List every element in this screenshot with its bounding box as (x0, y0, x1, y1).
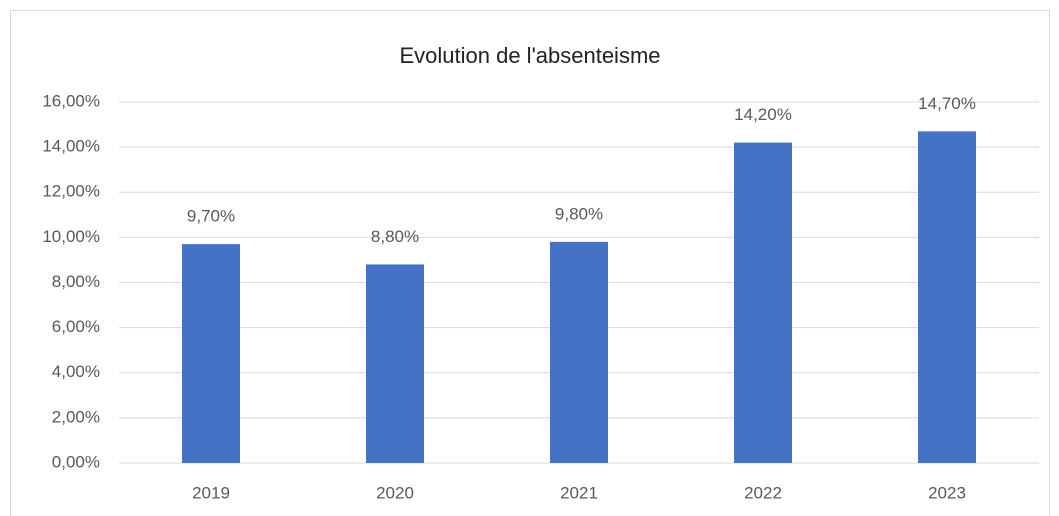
x-tick-label: 2023 (928, 483, 966, 502)
bar (550, 241, 608, 463)
data-label: 9,70% (187, 207, 235, 226)
bar (734, 142, 792, 464)
bar (182, 244, 240, 463)
y-tick-label: 16,00% (42, 91, 100, 110)
y-tick-label: 2,00% (52, 407, 100, 426)
y-tick-label: 6,00% (52, 317, 100, 336)
y-tick-label: 12,00% (42, 182, 100, 201)
y-tick-label: 10,00% (42, 227, 100, 246)
bar (918, 131, 976, 464)
x-tick-label: 2022 (744, 483, 782, 502)
y-tick-label: 8,00% (52, 272, 100, 291)
y-tick-label: 4,00% (52, 362, 100, 381)
chart-border (10, 10, 1050, 516)
chart-title: Evolution de l'absenteisme (399, 43, 660, 68)
data-label: 9,80% (555, 204, 603, 223)
x-tick-label: 2019 (192, 483, 230, 502)
data-label: 14,70% (918, 94, 976, 113)
x-tick-label: 2021 (560, 483, 598, 502)
y-tick-label: 14,00% (42, 137, 100, 156)
y-tick-label: 0,00% (52, 452, 100, 471)
data-label: 14,20% (734, 105, 792, 124)
bar (366, 264, 424, 463)
data-label: 8,80% (371, 227, 419, 246)
x-tick-label: 2020 (376, 483, 414, 502)
